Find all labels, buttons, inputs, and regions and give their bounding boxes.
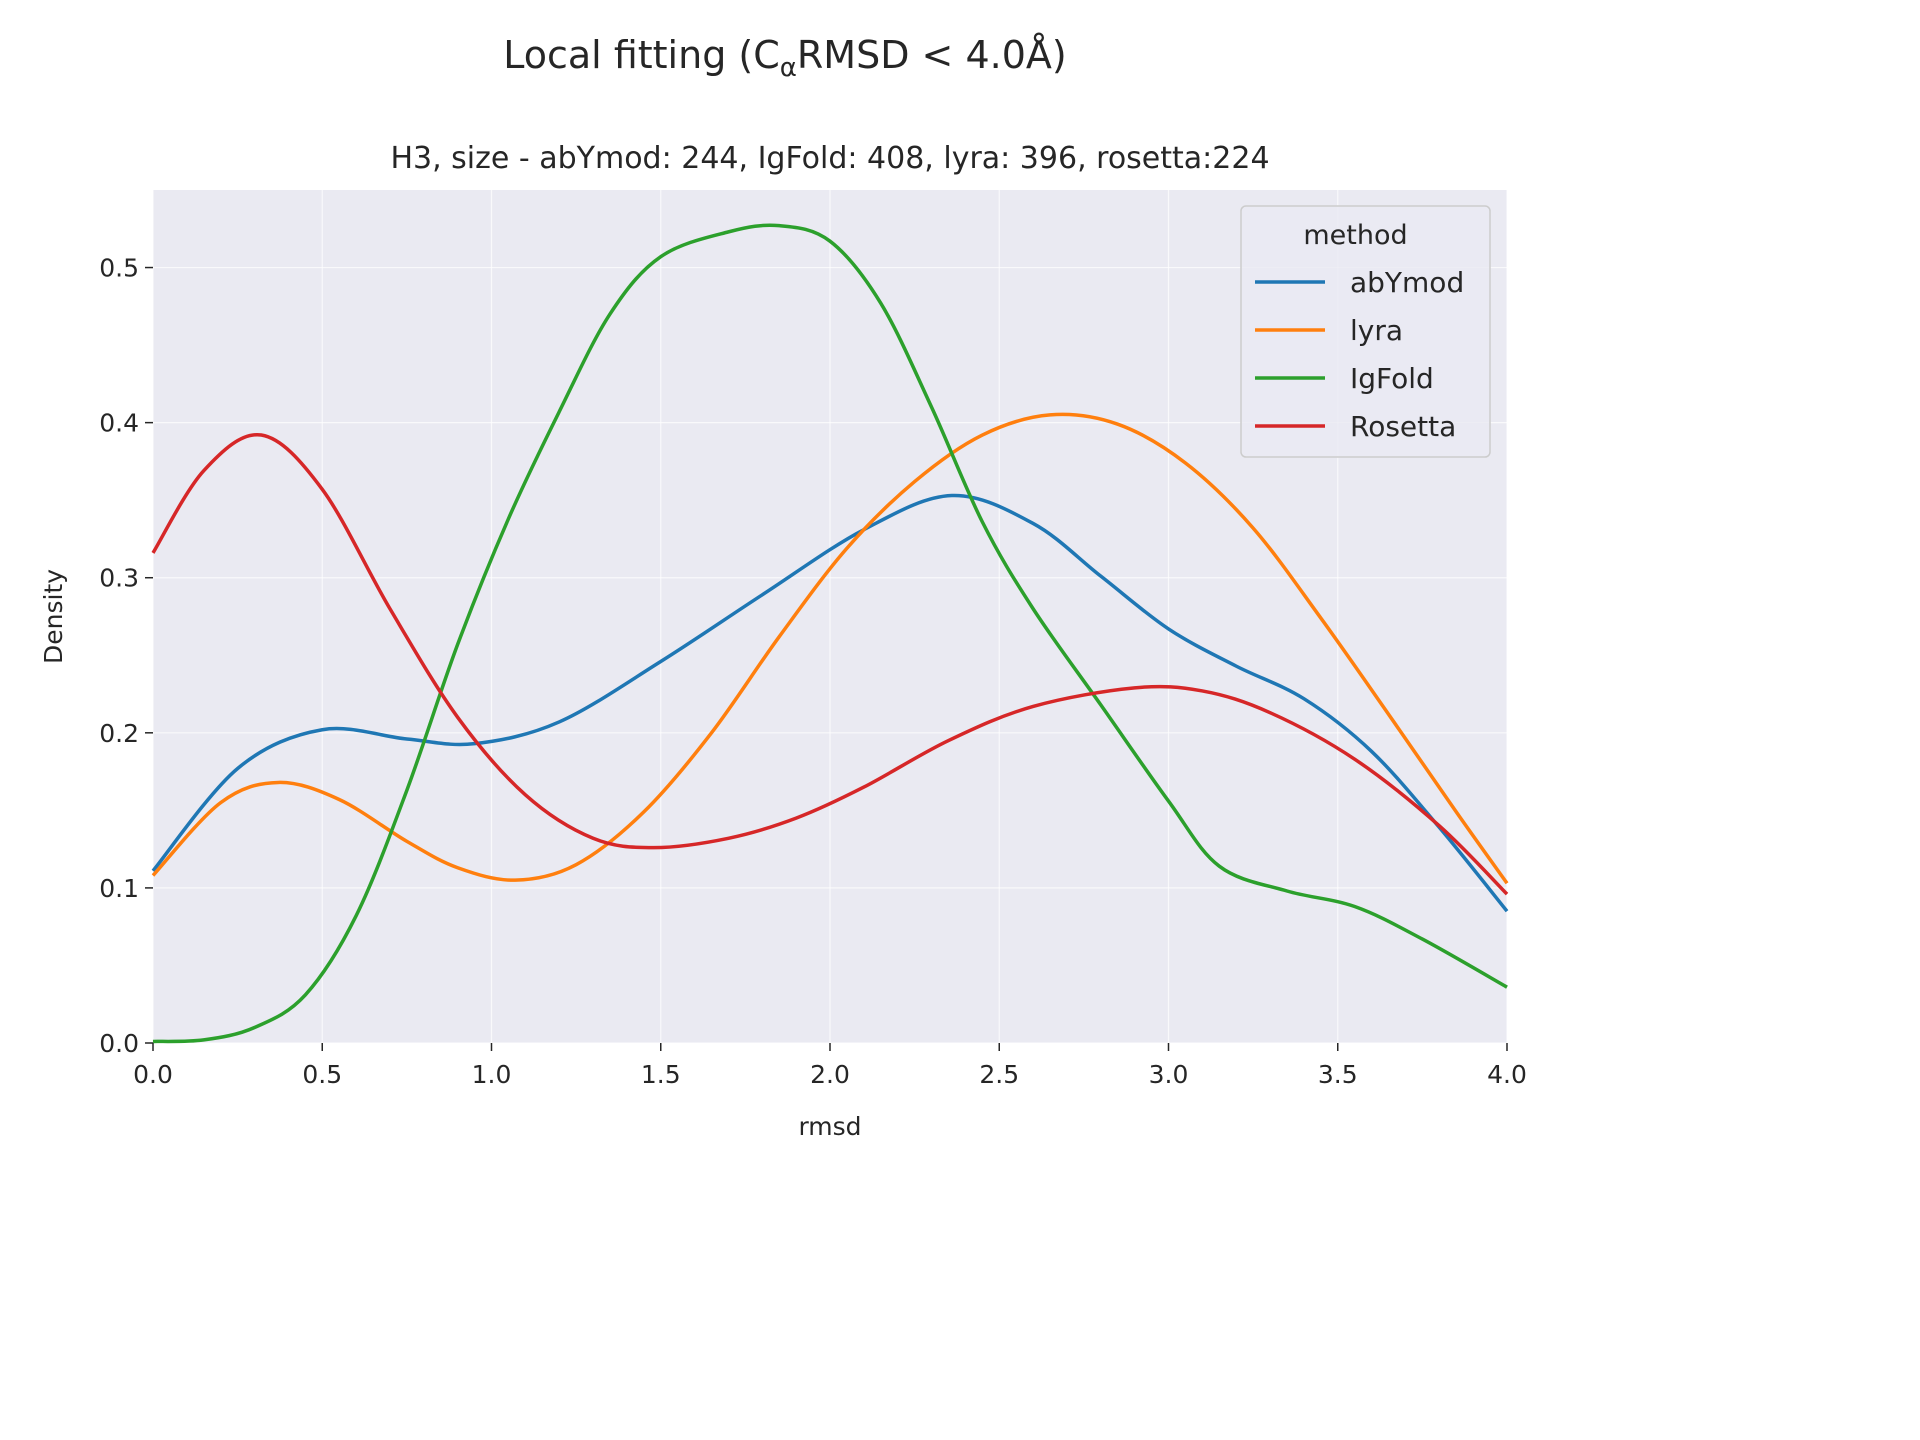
y-tick-label: 0.0 [99,1029,139,1058]
y-tick-label: 0.2 [99,719,139,748]
chart-suptitle: Local fitting (CαRMSD < 4.0Å) [503,33,1066,83]
legend-box [1240,205,1491,458]
legend-label-abymod: abYmod [1350,266,1464,299]
series-line-rosetta [151,433,1509,896]
legend: method abYmod lyra IgFold Rosetta [1240,205,1491,458]
x-tick-label: 0.0 [133,1060,173,1089]
legend-label-lyra: lyra [1350,314,1403,347]
x-tick-label: 1.0 [472,1060,512,1089]
chart-svg: Local fitting (CαRMSD < 4.0Å) H3, size -… [39,33,1527,1141]
axis-ticks: 0.0 0.5 1.0 1.5 2.0 2.5 3.0 3.5 4.0 0.0 0.1 0.2 0.3 0… [99,254,1527,1089]
x-tick-label: 0.5 [302,1060,342,1089]
suptitle-pre: Local fitting (C [503,33,780,77]
series-line-igfold [152,223,1508,1044]
y-axis-label: Density [39,569,68,664]
legend-title: method [1303,220,1407,251]
density-chart: Local fitting (CαRMSD < 4.0Å) H3, size -… [39,33,1527,1141]
series-line-lyra [151,412,1509,885]
y-tick-label: 0.5 [99,254,139,283]
x-tick-label: 4.0 [1487,1060,1527,1089]
y-tick-label: 0.3 [99,564,139,593]
legend-label-igfold: IgFold [1350,362,1434,395]
series-line-abymod [151,493,1509,913]
x-tick-label: 1.5 [641,1060,681,1089]
x-tick-label: 2.5 [979,1060,1019,1089]
series-lines [151,223,1509,1044]
y-tick-label: 0.4 [99,409,139,438]
legend-label-rosetta: Rosetta [1350,410,1456,443]
x-tick-label: 2.0 [810,1060,850,1089]
suptitle-subscript: α [780,53,797,83]
suptitle-post: RMSD < 4.0Å) [797,33,1067,77]
x-axis-label: rmsd [798,1112,861,1141]
x-tick-label: 3.5 [1318,1060,1358,1089]
chart-title: H3, size - abYmod: 244, IgFold: 408, lyr… [390,141,1269,176]
y-tick-label: 0.1 [99,874,139,903]
x-tick-label: 3.0 [1149,1060,1189,1089]
